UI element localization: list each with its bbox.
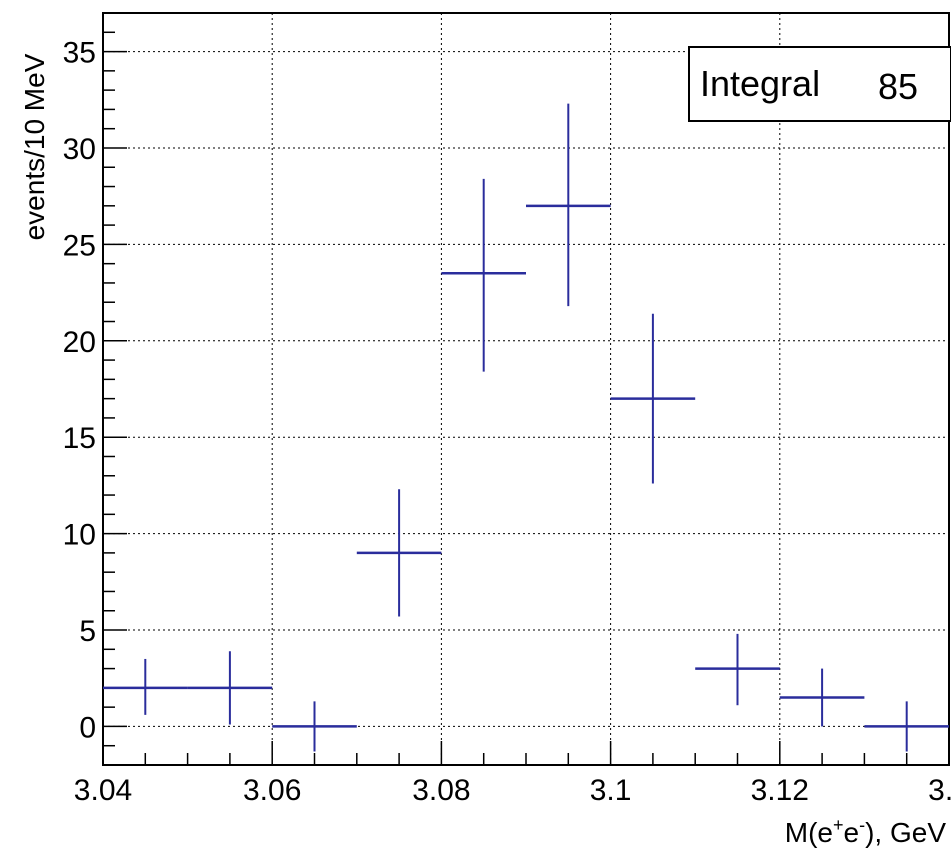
- y-tick-label: 10: [63, 519, 96, 552]
- y-tick-label: 25: [63, 229, 96, 262]
- legend-frame: [688, 46, 951, 122]
- legend-box: Integral 85: [688, 46, 951, 122]
- data-points: [103, 103, 949, 752]
- data-point: [356, 489, 442, 617]
- y-tick-label: 30: [63, 133, 96, 166]
- data-point: [187, 651, 273, 725]
- x-tick-label: 3.1: [590, 774, 632, 807]
- axes: 3.04 3.06 3.08 3.1 3.12 3.1 0 5 10 15 20 25 30 35: [63, 12, 951, 807]
- data-point: [441, 178, 526, 372]
- data-point: [695, 633, 780, 706]
- data-point: [272, 701, 357, 752]
- data-point: [610, 313, 696, 484]
- x-tick-label: 3.06: [243, 774, 301, 807]
- data-point: [526, 103, 611, 307]
- legend-value: 85: [878, 66, 918, 107]
- data-point: [103, 658, 188, 715]
- x-axis-title: M(e+e-), GeV: [785, 815, 947, 848]
- y-tick-label: 5: [79, 615, 96, 648]
- x-tick-label: 3.08: [412, 774, 470, 807]
- data-point: [864, 701, 949, 752]
- data-point: [779, 668, 865, 727]
- y-axis-title: events/10 MeV: [19, 53, 50, 240]
- x-tick-label: 3.1: [928, 774, 951, 807]
- y-tick-label: 20: [63, 326, 96, 359]
- y-tick-label: 0: [79, 711, 96, 744]
- x-tick-label: 3.12: [751, 774, 809, 807]
- y-tick-label: 15: [63, 422, 96, 455]
- legend-label: Integral: [700, 63, 820, 104]
- y-tick-label: 35: [63, 37, 96, 70]
- x-tick-label: 3.04: [74, 774, 132, 807]
- grid-lines: [103, 13, 949, 765]
